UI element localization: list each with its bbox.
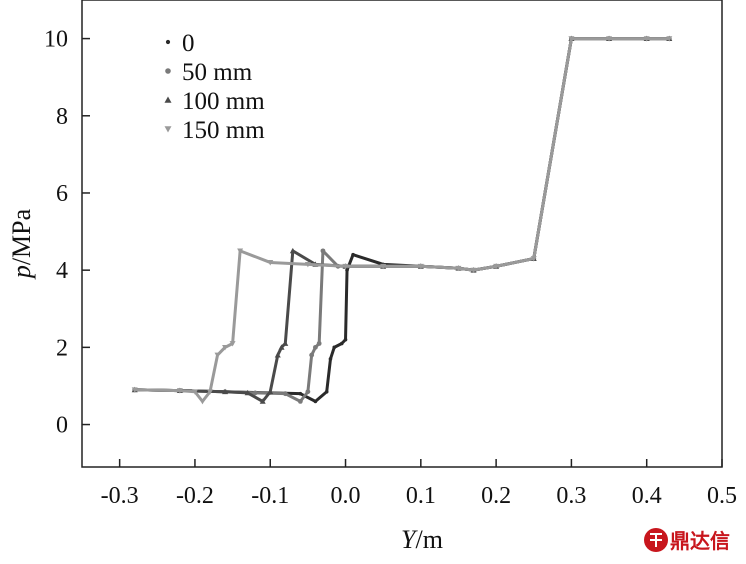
data-point [455,265,462,272]
data-point [351,252,355,257]
data-point [131,387,138,393]
data-point [309,352,315,358]
data-point [332,345,337,350]
data-point [259,398,266,404]
watermark-seal-glyph [650,533,662,547]
y-tick-label: 0 [56,413,68,439]
legend-label: 0 [182,30,195,57]
data-point [320,248,326,254]
x-axis-title-unit: /m [416,525,443,554]
data-point [493,263,500,270]
x-tick-label: -0.1 [251,483,289,509]
data-point [229,341,236,347]
y-tick-label: 2 [56,335,68,361]
data-point [282,340,289,346]
y-axis-title-unit: /MPa [7,208,36,265]
x-ticks: -0.3 -0.2 -0.1 0.0 0.1 0.2 0.3 0.4 0.5 [101,459,737,509]
data-point [417,263,424,270]
data-point [328,357,333,361]
data-point [297,398,303,404]
data-point [304,261,311,268]
data-point [274,352,281,358]
data-point [222,344,229,351]
series-line [134,37,670,403]
legend-marker [165,68,171,74]
data-point [470,267,477,274]
data-point [214,352,221,359]
plot-frame [81,0,723,468]
data-point [345,268,349,272]
x-tick-label: 0.5 [707,483,737,509]
y-tick-label: 8 [56,104,68,130]
y-axis-title: p/MPa [7,208,36,280]
data-point [176,388,183,394]
legend-label: 50 mm [182,59,253,86]
data-point [237,248,244,254]
data-point [289,247,296,254]
data-point [298,391,303,396]
y-tick-label: 6 [56,181,68,207]
y-tick-label: 10 [44,27,68,53]
data-point [282,391,288,397]
series-3 [131,36,673,405]
watermark-text: 鼎达信 [670,529,730,553]
data-point [339,341,344,346]
data-point [666,36,673,42]
x-axis-title-variable: Y [401,525,418,554]
legend-marker [164,96,172,103]
data-point [305,389,311,395]
data-point [207,389,213,395]
data-point [267,388,274,395]
data-point [252,390,258,396]
data-point [244,389,251,396]
data-point [199,398,206,405]
legend-label: 150 mm [182,117,265,144]
legend-marker [165,39,171,45]
data-point [316,341,322,346]
legend-marker [164,126,172,133]
plot-area [131,35,673,405]
axes [81,0,723,468]
data-point [380,263,387,270]
legend-label: 100 mm [182,88,265,115]
x-tick-label: 0.2 [481,483,511,509]
data-point [222,388,229,395]
data-point [313,399,318,404]
data-point [191,389,198,395]
x-tick-label: 0.4 [632,483,662,509]
data-point [313,344,318,350]
data-point [342,263,349,270]
x-axis-title: Y/m [401,525,443,554]
data-point [278,344,285,350]
watermark-logo: 鼎达信 [644,528,730,553]
x-tick-label: -0.3 [101,483,139,509]
data-point [267,260,274,266]
y-ticks: 0 2 4 6 8 10 [44,27,90,439]
y-axis-title-variable: p [7,265,36,280]
data-point [324,389,329,394]
data-point [606,36,613,42]
y-tick-label: 4 [56,258,68,284]
data-point [343,337,348,342]
x-tick-label: -0.2 [176,483,214,509]
x-tick-label: 0.1 [406,483,436,509]
data-point [530,256,537,262]
x-tick-label: 0.3 [556,483,586,509]
x-tick-label: 0.0 [331,483,361,509]
data-point [643,36,650,42]
data-point [568,36,575,42]
